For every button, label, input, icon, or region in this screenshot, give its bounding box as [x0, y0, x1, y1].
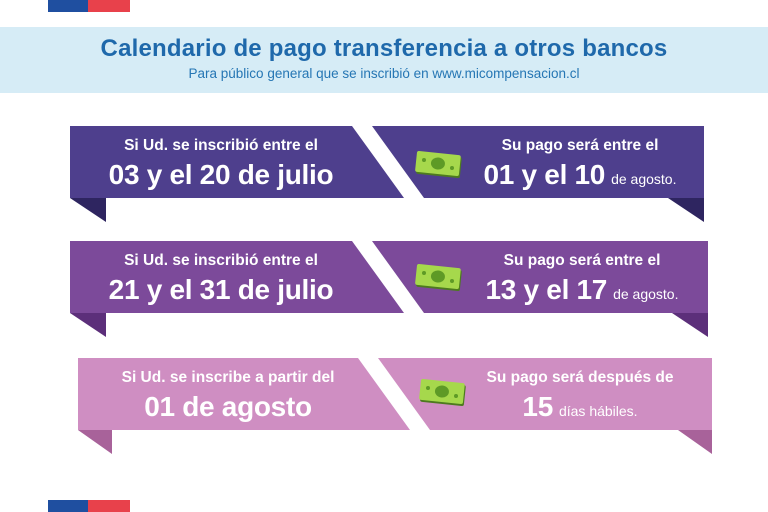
row1-right-value: 01 y el 10 [483, 159, 606, 190]
row1-left-label: Si Ud. se inscribió entre el [124, 137, 318, 154]
schedule-row-2: Si Ud. se inscribió entre el 21 y el 31 … [0, 241, 768, 337]
ribbon-shapes-1 [70, 126, 704, 222]
row1-right-label: Su pago será entre el [501, 137, 659, 154]
row3-right-label: Su pago será después de [486, 369, 674, 386]
row2-left-value: 21 y el 31 de julio [108, 274, 334, 305]
schedule-row-3: Si Ud. se inscribe a partir del 01 de ag… [0, 358, 768, 458]
money-bill-icon [415, 263, 462, 292]
row2-right-value-line: 13 y el 17 de agosto. [470, 274, 694, 306]
page-subtitle: Para público general que se inscribió en… [188, 66, 580, 81]
row2-right-label: Su pago será entre el [503, 252, 661, 269]
flag-stripe-top [48, 0, 130, 12]
row1-right-value-line: 01 y el 10 de agosto. [470, 159, 690, 191]
schedule-row-1: Si Ud. se inscribió entre el 03 y el 20 … [0, 126, 768, 222]
page-title: Calendario de pago transferencia a otros… [100, 35, 668, 62]
row2-right-unit: de agosto. [613, 286, 679, 302]
header-banner: Calendario de pago transferencia a otros… [0, 27, 768, 93]
money-bill-icon [419, 378, 466, 407]
row1-right-unit: de agosto. [611, 171, 677, 187]
row3-right-unit: días hábiles. [558, 403, 638, 419]
ribbon-shapes-2 [70, 241, 708, 337]
row1-left-value: 03 y el 20 de julio [108, 159, 334, 190]
money-bill-icon [415, 150, 462, 179]
row2-right-value: 13 y el 17 [485, 274, 608, 305]
row3-right-value: 15 [522, 391, 553, 422]
ribbon-shapes-3 [78, 358, 712, 454]
row3-left-label: Si Ud. se inscribe a partir del [121, 369, 335, 386]
row2-left-label: Si Ud. se inscribió entre el [124, 252, 318, 269]
row3-right-value-line: 15 días hábiles. [470, 391, 690, 423]
flag-stripe-bottom [48, 500, 130, 512]
row3-left-value: 01 de agosto [144, 391, 312, 422]
